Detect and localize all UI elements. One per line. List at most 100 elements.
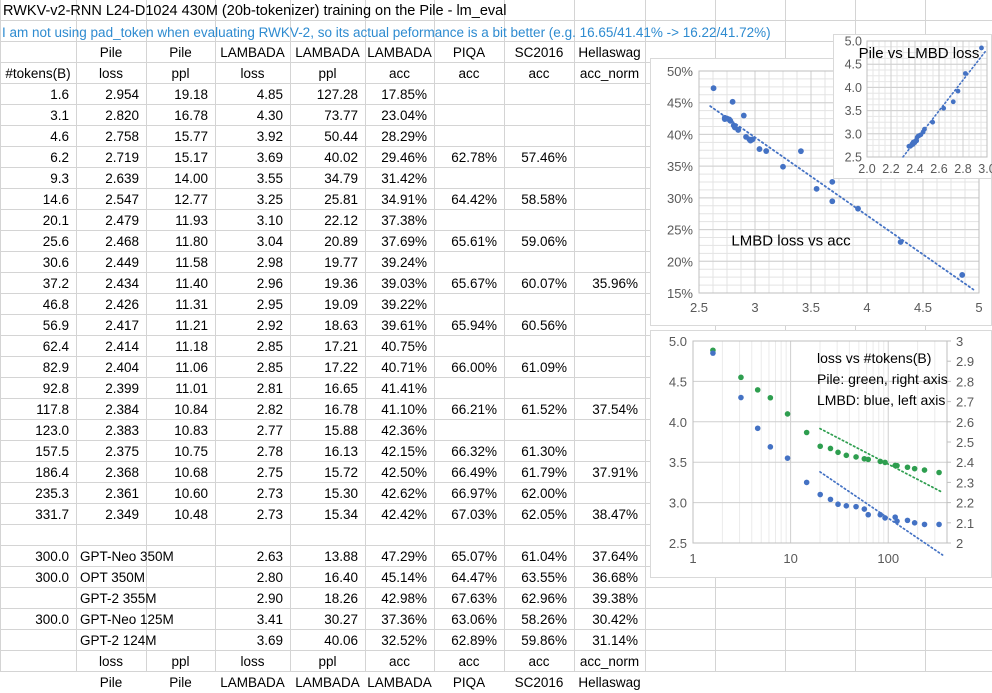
- table-cell[interactable]: 17.22: [324, 360, 358, 375]
- table-cell[interactable]: 20.89: [324, 234, 358, 249]
- table-cell[interactable]: 3.41: [256, 612, 283, 627]
- table-cell[interactable]: 10.60: [174, 486, 208, 501]
- table-cell[interactable]: 63.06%: [451, 612, 497, 627]
- table-cell[interactable]: 62.78%: [451, 150, 497, 165]
- table-cell[interactable]: 16.40: [324, 570, 358, 585]
- table-cell[interactable]: 42.36%: [381, 423, 427, 438]
- table-cell[interactable]: 35.96%: [592, 276, 638, 291]
- table-cell[interactable]: 16.13: [324, 444, 358, 459]
- table-cell[interactable]: 2.361: [105, 486, 139, 501]
- table-cell[interactable]: 11.40: [175, 276, 208, 291]
- table-cell[interactable]: 11.06: [175, 360, 208, 375]
- table-footer-bottom-cell[interactable]: Hellaswag: [578, 675, 641, 690]
- table-cell[interactable]: 47.29%: [381, 549, 427, 564]
- table-cell[interactable]: 42.62%: [381, 486, 427, 501]
- table-cell[interactable]: 11.31: [175, 297, 208, 312]
- table-cell[interactable]: 2.954: [105, 87, 139, 102]
- table-cell[interactable]: 19.18: [174, 87, 208, 102]
- table-cell[interactable]: 64.42%: [451, 192, 497, 207]
- table-cell[interactable]: 37.91%: [592, 465, 638, 480]
- table-header-cell[interactable]: ppl: [171, 66, 190, 81]
- table-cell[interactable]: 38.47%: [592, 507, 638, 522]
- table-cell[interactable]: 31.14%: [592, 633, 638, 648]
- table-cell[interactable]: 127.28: [316, 87, 358, 102]
- table-cell[interactable]: 2.468: [105, 234, 139, 249]
- table-footer-bottom-cell[interactable]: LAMBADA: [220, 675, 285, 690]
- table-cell[interactable]: 2.417: [105, 318, 139, 333]
- table-footer-bottom-cell[interactable]: Pile: [169, 675, 192, 690]
- table-cell[interactable]: 56.9: [42, 318, 69, 333]
- table-cell[interactable]: 2.63: [256, 549, 283, 564]
- table-cell[interactable]: 25.81: [324, 192, 358, 207]
- table-cell[interactable]: 14.00: [174, 171, 208, 186]
- table-cell[interactable]: 66.32%: [451, 444, 497, 459]
- table-footer-bottom-cell[interactable]: Pile: [99, 675, 123, 690]
- table-cell[interactable]: 61.09%: [521, 360, 567, 375]
- table-cell[interactable]: 17.21: [324, 339, 358, 354]
- table-cell[interactable]: 40.06: [324, 633, 358, 648]
- table-cell[interactable]: 42.42%: [381, 507, 427, 522]
- table-cell[interactable]: 39.61%: [381, 318, 427, 333]
- table-cell[interactable]: 34.79: [324, 171, 358, 186]
- table-header-cell[interactable]: loss: [240, 66, 265, 81]
- table-cell[interactable]: 2.75: [256, 465, 283, 480]
- table-cell[interactable]: 15.17: [174, 150, 208, 165]
- table-cell[interactable]: 2.547: [105, 192, 139, 207]
- table-cell[interactable]: 58.58%: [521, 192, 567, 207]
- table-cell[interactable]: 2.82: [256, 402, 283, 417]
- table-cell[interactable]: 16.65: [324, 381, 358, 396]
- table-cell[interactable]: 45.14%: [381, 570, 427, 585]
- table-cell[interactable]: 3.04: [256, 234, 283, 249]
- table-cell[interactable]: 2.90: [256, 591, 283, 606]
- table-cell[interactable]: 15.77: [174, 129, 208, 144]
- table-header-cell[interactable]: loss: [98, 66, 123, 81]
- table-cell[interactable]: 61.79%: [521, 465, 567, 480]
- table-cell[interactable]: 57.46%: [521, 150, 567, 165]
- table-cell[interactable]: 65.07%: [451, 549, 497, 564]
- table-cell[interactable]: 2.820: [105, 108, 139, 123]
- table-cell[interactable]: 11.18: [175, 339, 208, 354]
- chart-loss-vs-tokens[interactable]: 1 10 100 2.5 3.0 3.5 4.0 4.5 5.0 2 2.1 2.2 2.3 2.4 2.5…: [650, 330, 992, 578]
- table-cell[interactable]: 3.1: [50, 108, 69, 123]
- table-cell[interactable]: 65.67%: [451, 276, 497, 291]
- table-cell[interactable]: 19.77: [324, 255, 358, 270]
- table-cell[interactable]: 37.69%: [381, 234, 427, 249]
- table-header-top-cell[interactable]: LAMBADA: [220, 45, 285, 60]
- table-cell[interactable]: 2.426: [105, 297, 139, 312]
- table-header-top-cell[interactable]: PIQA: [452, 45, 486, 60]
- table-cell[interactable]: 25.6: [42, 234, 69, 249]
- table-header-top-cell[interactable]: Pile: [99, 45, 123, 60]
- table-cell[interactable]: 1.6: [50, 87, 69, 102]
- table-header-cell[interactable]: acc: [388, 66, 410, 81]
- table-cell[interactable]: 62.05%: [521, 507, 567, 522]
- table-cell[interactable]: 39.38%: [592, 591, 638, 606]
- table-cell[interactable]: 2.81: [256, 381, 283, 396]
- table-cell[interactable]: 2.414: [105, 339, 139, 354]
- table-cell[interactable]: 2.78: [256, 444, 283, 459]
- table-cell[interactable]: 12.77: [174, 192, 208, 207]
- table-cell[interactable]: 65.94%: [451, 318, 497, 333]
- table-cell[interactable]: 42.50%: [381, 465, 427, 480]
- table-footer-top-cell[interactable]: ppl: [318, 654, 337, 669]
- table-cell[interactable]: 40.71%: [381, 360, 427, 375]
- table-cell[interactable]: 62.00%: [521, 486, 567, 501]
- table-cell[interactable]: 186.4: [35, 465, 69, 480]
- table-cell[interactable]: 39.03%: [381, 276, 427, 291]
- table-cell[interactable]: 157.5: [35, 444, 69, 459]
- table-cell[interactable]: 31.42%: [381, 171, 427, 186]
- table-cell[interactable]: 60.56%: [521, 318, 567, 333]
- table-cell[interactable]: 117.8: [36, 402, 69, 417]
- table-cell[interactable]: 3.69: [256, 633, 283, 648]
- table-cell[interactable]: 37.2: [42, 276, 69, 291]
- table-cell[interactable]: 2.449: [105, 255, 139, 270]
- table-cell[interactable]: 2.434: [105, 276, 139, 291]
- table-cell[interactable]: 59.86%: [521, 633, 567, 648]
- table-cell[interactable]: 30.6: [42, 255, 69, 270]
- table-cell[interactable]: 2.92: [256, 318, 283, 333]
- table-cell[interactable]: 4.85: [256, 87, 283, 102]
- table-cell[interactable]: 92.8: [42, 381, 69, 396]
- table-cell[interactable]: 20.1: [42, 213, 69, 228]
- table-cell[interactable]: 42.15%: [381, 444, 427, 459]
- table-cell[interactable]: 61.30%: [521, 444, 567, 459]
- table-footer-bottom-cell[interactable]: SC2016: [514, 675, 564, 690]
